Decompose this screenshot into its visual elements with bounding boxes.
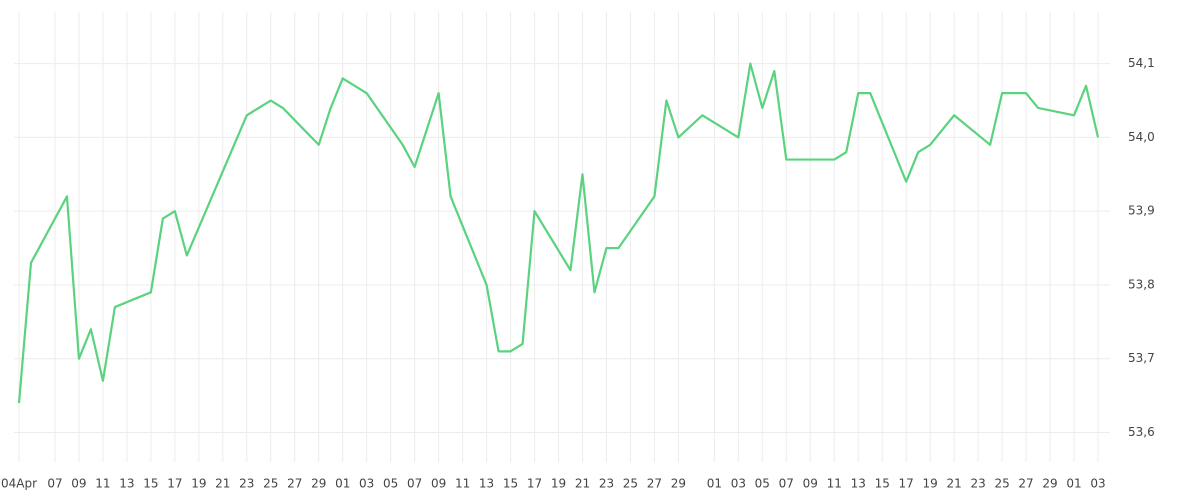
x-tick-label: 17 [899, 477, 914, 491]
x-tick-label: 27 [287, 477, 302, 491]
x-tick-label: 01 [1066, 477, 1081, 491]
x-tick-label: 15 [503, 477, 518, 491]
x-tick-label: 07 [407, 477, 422, 491]
x-tick-label: 03 [731, 477, 746, 491]
x-tick-label: 29 [311, 477, 326, 491]
x-tick-label: 23 [239, 477, 254, 491]
line-series [17, 62, 1100, 404]
x-tick-label: 03 [1090, 477, 1105, 491]
x-tick-label: 01 [335, 477, 350, 491]
x-tick-label: 17 [167, 477, 182, 491]
x-tick-label: 07 [779, 477, 794, 491]
y-tick-label: 53,8 [1128, 277, 1155, 291]
x-tick-label: 19 [191, 477, 206, 491]
y-tick-label: 54,1 [1128, 56, 1155, 70]
x-tick-label: 19 [923, 477, 938, 491]
x-tick-label: 09 [431, 477, 446, 491]
y-tick-label: 53,6 [1128, 425, 1155, 439]
x-tick-label: 11 [455, 477, 470, 491]
x-tick-label: 09 [803, 477, 818, 491]
x-tick-label: 21 [575, 477, 590, 491]
x-tick-label: 25 [994, 477, 1009, 491]
x-tick-label: 27 [647, 477, 662, 491]
x-tick-label: 11 [827, 477, 842, 491]
x-tick-label: 15 [143, 477, 158, 491]
x-tick-label: 27 [1018, 477, 1033, 491]
y-tick-label: 53,9 [1128, 204, 1155, 218]
x-tick-label: 29 [671, 477, 686, 491]
x-tick-label: 13 [851, 477, 866, 491]
x-tick-label: 01 [707, 477, 722, 491]
x-tick-label: 21 [215, 477, 230, 491]
x-tick-label: 05 [383, 477, 398, 491]
y-tick-label: 54,0 [1128, 130, 1155, 144]
x-tick-label: 21 [947, 477, 962, 491]
x-tick-label: 17 [527, 477, 542, 491]
x-tick-label: 15 [875, 477, 890, 491]
x-tick-label: 11 [95, 477, 110, 491]
x-tick-label: 25 [623, 477, 638, 491]
x-tick-label: 19 [551, 477, 566, 491]
x-tick-label: 13 [479, 477, 494, 491]
x-tick-label: 29 [1042, 477, 1057, 491]
x-tick-label: 23 [599, 477, 614, 491]
x-tick-label: 13 [119, 477, 134, 491]
x-tick-label: 04Apr [1, 477, 37, 491]
x-tick-label: 09 [71, 477, 86, 491]
x-tick-label: 03 [359, 477, 374, 491]
x-tick-label: 05 [755, 477, 770, 491]
y-tick-label: 53,7 [1128, 351, 1155, 365]
x-tick-label: 23 [970, 477, 985, 491]
x-tick-label: 07 [47, 477, 62, 491]
x-tick-label: 25 [263, 477, 278, 491]
